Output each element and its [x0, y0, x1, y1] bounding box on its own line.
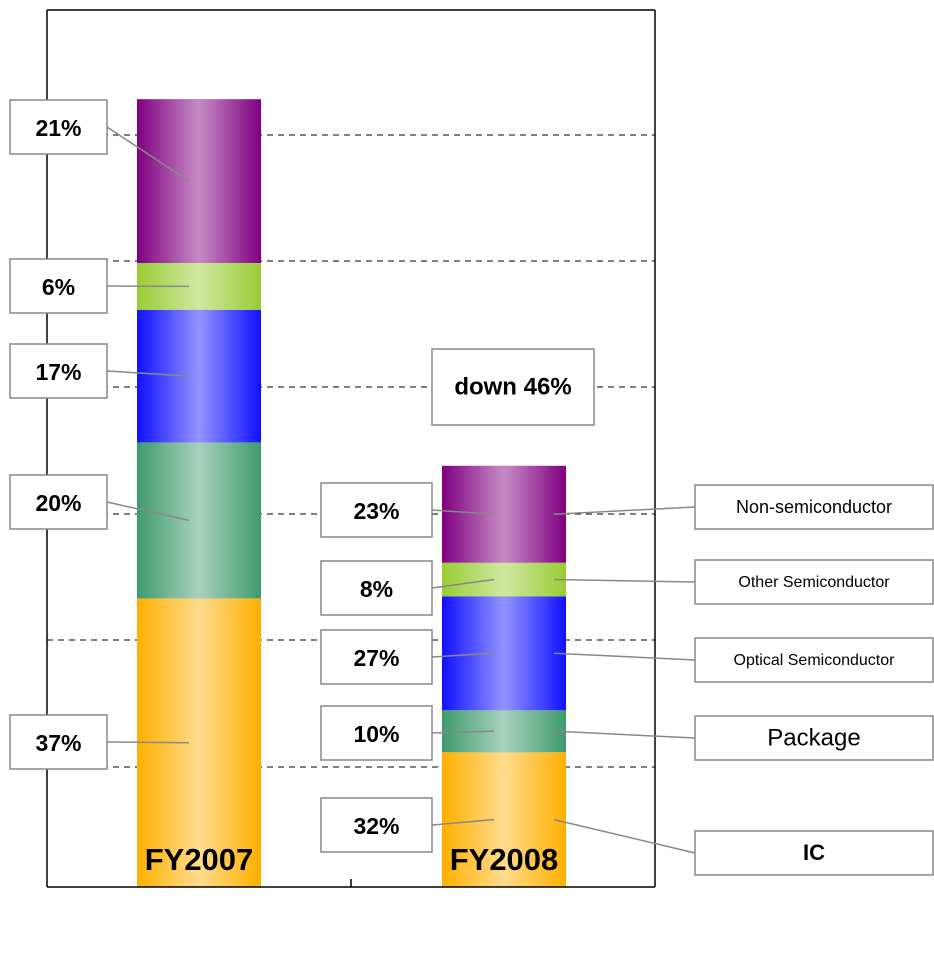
label-box: [320, 560, 433, 616]
legend-label: Package: [767, 724, 860, 751]
legend-box: [694, 559, 934, 605]
leader-line: [431, 578, 495, 589]
leader-line: [106, 501, 190, 522]
value-label: 37%: [35, 730, 81, 756]
label-box: [9, 714, 108, 770]
legend-leader: [553, 730, 696, 739]
labels: FY2007 37% 20% 17% 6% 21% FY2008 32% IC 10% Packag…: [9, 99, 934, 877]
value-label: 6%: [42, 274, 75, 300]
leader-line: [431, 730, 495, 734]
leader-line: [431, 509, 495, 515]
value-label: 20%: [35, 490, 81, 516]
bar-shine: [137, 442, 261, 599]
leader-line: [431, 652, 495, 658]
legend-label: IC: [803, 840, 825, 865]
bar-shine: [442, 752, 566, 887]
annotation: down 46%: [454, 373, 571, 400]
legend-leader: [553, 652, 696, 661]
bar-shine: [442, 465, 566, 563]
legend-leader: [553, 818, 696, 854]
value-label: 27%: [353, 645, 399, 671]
x-tick-label: FY2008: [450, 842, 559, 877]
leader-line: [431, 818, 495, 826]
leader-line: [106, 126, 190, 182]
bar-shine: [137, 99, 261, 263]
legend-box: [694, 484, 934, 530]
label-box: [9, 258, 108, 314]
bars: [137, 99, 566, 887]
legend-box: [694, 830, 934, 876]
label-box: [320, 705, 433, 761]
leader-line: [106, 741, 190, 744]
annotation-box: [431, 348, 595, 426]
legend-leader: [553, 578, 696, 583]
bar-shine: [442, 562, 566, 597]
value-label: 10%: [353, 721, 399, 747]
value-label: 17%: [35, 359, 81, 385]
legend-label: Non-semiconductor: [736, 497, 892, 517]
label-box: [320, 482, 433, 538]
legend-box: [694, 715, 934, 761]
legend-leader: [553, 506, 696, 515]
leader-line: [106, 370, 190, 377]
legend-box: [694, 637, 934, 683]
legend-label: Optical Semiconductor: [734, 652, 896, 669]
value-label: 21%: [35, 115, 81, 141]
label-box: [9, 343, 108, 399]
value-label: 32%: [353, 813, 399, 839]
x-tick-label: FY2007: [145, 842, 254, 877]
bar-shine: [137, 309, 261, 443]
label-box: [320, 797, 433, 853]
label-box: [9, 474, 108, 530]
bar-shine: [442, 596, 566, 711]
label-box: [9, 99, 108, 155]
value-label: 23%: [353, 498, 399, 524]
label-box: [320, 629, 433, 685]
value-label: 8%: [360, 576, 393, 602]
bar-shine: [442, 710, 566, 753]
legend-label: Other Semiconductor: [738, 574, 890, 591]
